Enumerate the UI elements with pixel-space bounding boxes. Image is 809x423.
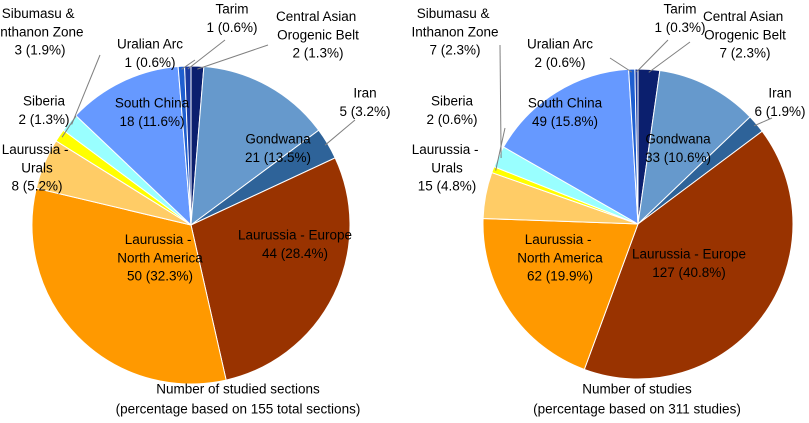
value-label: 127 (40.8%): [652, 265, 726, 280]
leader-line: [499, 44, 502, 158]
slice-label: South China: [115, 96, 190, 111]
value-label: 18 (11.6%): [119, 114, 184, 129]
slice-label: Laurussia - Urals: [2, 142, 73, 176]
slice-label: Tarim: [664, 2, 697, 17]
value-label: 7 (2.3%): [719, 46, 770, 61]
slice-label: Iran: [353, 86, 376, 101]
caption: (percentage based on 155 total sections): [116, 402, 361, 417]
leader-line: [648, 41, 691, 73]
pie-slice: [190, 157, 351, 381]
pie-slice: [190, 65, 320, 227]
caption: (percentage based on 311 studies): [533, 402, 741, 417]
value-label: 5 (3.2%): [339, 104, 390, 119]
slice-label: Laurussia - Europe: [238, 228, 352, 243]
pie-slice: [583, 130, 794, 380]
leader-line: [636, 39, 669, 73]
caption: Number of studies: [582, 382, 692, 397]
pie-slice: [75, 65, 192, 227]
value-label: 50 (32.3%): [127, 269, 193, 284]
value-label: 2 (0.6%): [426, 112, 477, 127]
slice-label: Gondwana: [645, 132, 711, 147]
value-label: 6 (1.9%): [754, 104, 805, 119]
slice-label: Siberia: [23, 94, 66, 109]
leader-line: [197, 44, 269, 70]
pie-slice: [31, 187, 227, 385]
slice-label: Central Asian Orogenic Belt: [703, 9, 787, 43]
value-label: 44 (28.4%): [262, 246, 328, 261]
slice-label: Iran: [768, 86, 791, 101]
slice-label: Central Asian Orogenic Belt: [276, 9, 360, 43]
leader-line: [609, 57, 633, 73]
pie-slice: [634, 68, 639, 225]
leader-line: [181, 59, 196, 70]
slice-label: Uralian Arc: [527, 37, 593, 52]
slice-label: Laurussia - North America: [117, 232, 203, 266]
value-label: 8 (5.2%): [11, 179, 62, 194]
value-label: 49 (15.8%): [532, 114, 598, 129]
slice-label: Laurussia - Europe: [632, 247, 746, 262]
value-label: 33 (10.6%): [645, 150, 711, 165]
leader-line: [495, 127, 506, 171]
slice-label: Siberia: [431, 94, 474, 109]
value-label: 21 (13.5%): [245, 150, 311, 165]
leader-line: [324, 119, 356, 146]
pie-slice: [502, 68, 639, 225]
value-label: 2 (1.3%): [292, 46, 343, 61]
pie-slice: [637, 69, 751, 226]
slice-label: Gondwana: [245, 132, 311, 147]
leader-line: [753, 117, 773, 127]
value-label: 2 (1.3%): [18, 112, 69, 127]
value-label: 2 (0.6%): [534, 55, 585, 70]
value-label: 1 (0.6%): [124, 55, 175, 70]
caption: Number of studied sections: [156, 382, 320, 397]
value-label: 7 (2.3%): [429, 43, 480, 58]
value-label: 1 (0.6%): [206, 20, 257, 35]
leader-line: [71, 54, 101, 125]
value-label: 3 (1.9%): [14, 43, 65, 58]
slice-label: Sibumasu & Inthanon Zone: [0, 6, 84, 40]
slice-label: Laurussia - Urals: [412, 142, 483, 176]
slice-label: Uralian Arc: [117, 37, 183, 52]
slice-label: South China: [528, 96, 603, 111]
pie-slice: [482, 218, 639, 371]
slice-label: Laurussia - North America: [517, 232, 603, 266]
value-label: 15 (4.8%): [418, 179, 477, 194]
leader-line: [187, 39, 226, 70]
value-label: 62 (19.9%): [527, 269, 593, 284]
slice-label: Sibumasu & Inthanon Zone: [411, 6, 498, 40]
slice-label: Tarim: [216, 2, 249, 17]
value-label: 1 (0.3%): [654, 20, 705, 35]
